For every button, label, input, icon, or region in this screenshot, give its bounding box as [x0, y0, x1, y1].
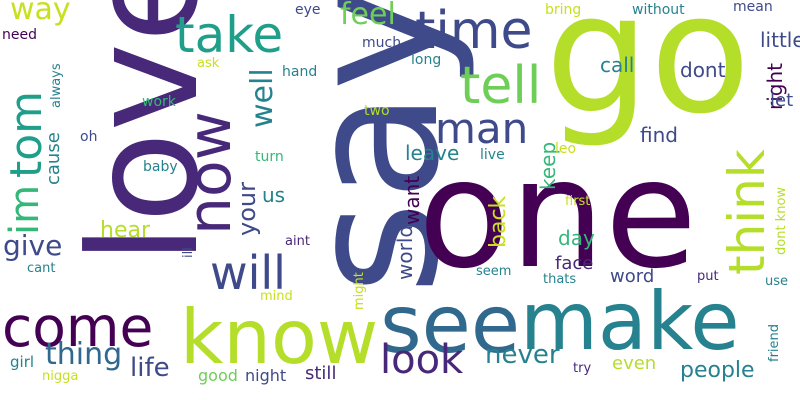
word-even: even: [612, 353, 657, 374]
word-never: never: [485, 340, 560, 370]
word-cause: cause: [43, 132, 64, 185]
word-good: good: [198, 366, 238, 385]
word-way: way: [10, 0, 71, 27]
word-hand: hand: [282, 64, 318, 80]
word-people: people: [680, 358, 755, 383]
word-without: without: [632, 2, 685, 18]
word-thats: thats: [543, 272, 577, 287]
word-want: want: [400, 175, 424, 225]
word-ill: ill: [181, 247, 196, 258]
word-your: your: [233, 182, 261, 236]
word-word: word: [610, 266, 655, 287]
word-time: time: [415, 1, 533, 61]
word-work: work: [142, 94, 176, 110]
word-baby: baby: [143, 159, 178, 175]
word-seem: seem: [476, 264, 512, 279]
word-man: man: [435, 104, 529, 153]
word-world: world: [393, 224, 417, 280]
word-feel: feel: [340, 0, 396, 32]
word-need: need: [2, 27, 37, 43]
word-us: us: [262, 183, 286, 207]
word-night: night: [245, 366, 287, 385]
word-im: im: [2, 184, 48, 235]
word-take: take: [175, 6, 284, 64]
word-ask: ask: [197, 56, 220, 71]
word-face: face: [555, 253, 594, 274]
word-mind: mind: [260, 289, 293, 304]
word-thing: thing: [45, 337, 123, 372]
word-cant: cant: [27, 261, 56, 276]
word-back: back: [486, 195, 511, 248]
word-put: put: [697, 269, 719, 284]
word-now: now: [175, 111, 245, 235]
word-find: find: [640, 123, 678, 147]
word-bring: bring: [545, 2, 582, 18]
word-nigga: nigga: [42, 369, 79, 384]
word-know: know: [180, 293, 379, 381]
word-eye: eye: [295, 2, 321, 18]
word-first: first: [565, 194, 591, 209]
word-girl: girl: [10, 353, 35, 371]
word-always: always: [49, 63, 64, 108]
word-well: well: [245, 68, 280, 128]
word-life: life: [130, 353, 170, 383]
word-think: think: [718, 149, 776, 275]
word-use: use: [765, 274, 789, 289]
word-aint: aint: [285, 234, 310, 249]
word-day: day: [558, 226, 595, 250]
word-long: long: [411, 52, 442, 68]
word-try: try: [573, 361, 592, 376]
word-much: much: [362, 35, 402, 51]
word-let: let: [770, 90, 794, 111]
word-give: give: [3, 229, 63, 262]
word-see: see: [380, 278, 521, 371]
word-hear: hear: [100, 218, 151, 243]
word-still: still: [305, 363, 337, 384]
word-will: will: [210, 246, 286, 300]
word-look: look: [380, 337, 464, 383]
word-oh: oh: [80, 129, 98, 145]
word-call: call: [600, 53, 635, 77]
word-turn: turn: [255, 149, 284, 165]
word-dont: dont: [680, 58, 726, 82]
word-leo: leo: [555, 141, 577, 157]
word-live: live: [480, 147, 505, 163]
word-might: might: [352, 272, 367, 310]
word-one: one: [418, 128, 698, 302]
word-mean: mean: [733, 0, 773, 15]
word-friend: friend: [767, 323, 782, 362]
word-leave: leave: [405, 141, 460, 165]
word-go: go: [545, 0, 751, 150]
word-make: make: [520, 275, 740, 368]
word-two: two: [364, 103, 390, 119]
word-dont-know: dont know: [774, 186, 789, 255]
word-little: little: [760, 28, 800, 52]
word-come: come: [2, 295, 154, 359]
word-tell: tell: [460, 56, 542, 116]
